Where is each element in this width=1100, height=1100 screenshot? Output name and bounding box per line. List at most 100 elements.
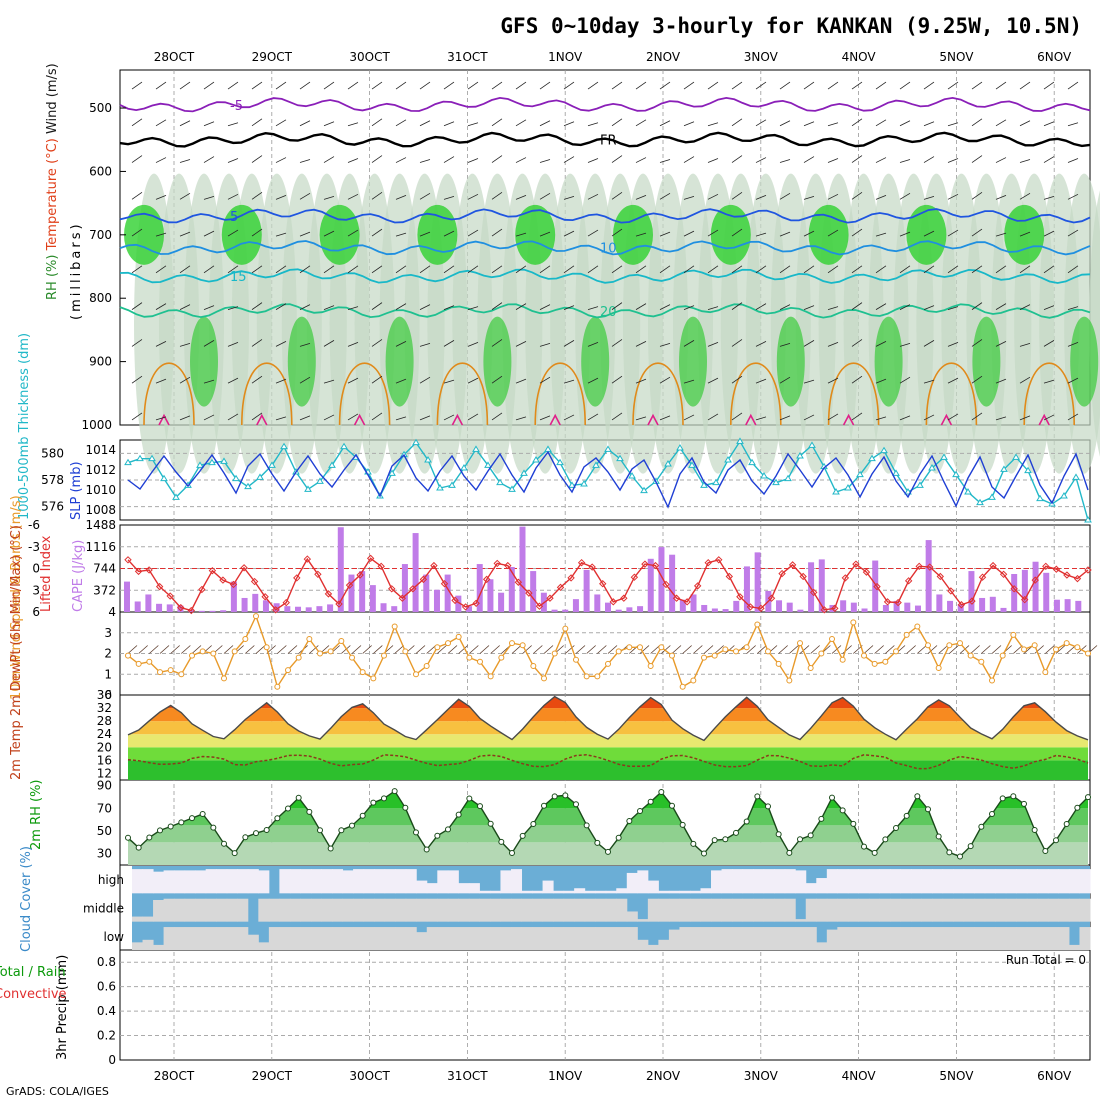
wind-barb bbox=[131, 81, 143, 90]
thickness-line-point bbox=[448, 481, 456, 488]
wind-barb bbox=[251, 81, 263, 90]
wind-barb bbox=[127, 645, 138, 654]
x-tick-top: 30OCT bbox=[349, 50, 390, 64]
wind-barb bbox=[539, 159, 551, 163]
thickness-line-point bbox=[532, 456, 540, 463]
rh-line-point bbox=[786, 849, 793, 856]
wind-barb bbox=[803, 156, 815, 163]
wind-barb bbox=[563, 230, 575, 237]
lifted-index-line-point bbox=[145, 566, 153, 574]
rh-line-point bbox=[690, 840, 697, 847]
wind-panel: 0 1 2 3 10m Wind Speed & Barbs (m/s) bbox=[9, 495, 1098, 702]
x-tick-bottom: 28OCT bbox=[154, 1069, 195, 1083]
lifted-index-line-point bbox=[440, 580, 449, 588]
y-tick: 900 bbox=[89, 355, 112, 369]
wind-barb bbox=[635, 265, 647, 274]
wind-barb bbox=[323, 305, 335, 310]
wind-barb bbox=[703, 645, 714, 654]
wind-barb bbox=[155, 119, 167, 127]
wind-barb bbox=[851, 118, 863, 127]
wind-barb bbox=[275, 341, 287, 347]
lifted-index-line-point bbox=[345, 581, 354, 589]
thickness-line-point bbox=[1072, 473, 1080, 480]
cloud-cell bbox=[995, 869, 1007, 894]
cape-bar bbox=[220, 610, 227, 612]
thickness-line-point bbox=[1000, 465, 1008, 472]
thickness-line-point bbox=[616, 454, 624, 462]
y-tick: 24 bbox=[97, 727, 112, 741]
lifted-index-line-point bbox=[451, 596, 459, 605]
rh-line-point bbox=[519, 832, 526, 839]
rh-line-point bbox=[146, 834, 153, 841]
wind-barb bbox=[587, 122, 599, 127]
wind-barb bbox=[515, 416, 527, 421]
rh-line-point bbox=[391, 788, 398, 795]
x-tick-bottom: 29OCT bbox=[252, 1069, 293, 1083]
wind-barb bbox=[923, 156, 935, 163]
thickness-line-point bbox=[472, 445, 480, 452]
wind-barb bbox=[515, 265, 527, 274]
wind-barb bbox=[179, 265, 191, 274]
wind-speed-line-point bbox=[285, 667, 291, 674]
cloud-cell bbox=[258, 942, 270, 950]
lifted-index-line-point bbox=[767, 594, 776, 602]
wind-barb bbox=[683, 265, 695, 274]
thickness-line-point bbox=[988, 493, 996, 500]
wind-barb bbox=[299, 343, 311, 347]
cloud-cell bbox=[521, 898, 533, 922]
cloud-row-label: low bbox=[104, 930, 125, 944]
cloud-cell bbox=[205, 927, 217, 950]
cape-bar bbox=[840, 600, 847, 612]
rh-line-point bbox=[903, 812, 910, 819]
wind-barb bbox=[639, 645, 650, 654]
wind-barb bbox=[467, 377, 479, 384]
lifted-index-line-point bbox=[177, 603, 185, 612]
wind-speed-line-point bbox=[391, 623, 398, 630]
wind-speed-line-point bbox=[1085, 650, 1091, 657]
wind-barb bbox=[755, 341, 767, 347]
cloud-cell bbox=[342, 870, 354, 894]
wind-barb bbox=[851, 81, 863, 90]
y-axis-label-li: Lifted Index bbox=[39, 535, 54, 612]
cloud-cell bbox=[816, 898, 828, 922]
y-tick: 800 bbox=[89, 291, 112, 305]
cloud-cell bbox=[195, 927, 207, 950]
wind-speed-line-point bbox=[178, 671, 185, 678]
cloud-cell bbox=[310, 869, 322, 894]
wind-barb bbox=[779, 81, 791, 90]
rh-line-point bbox=[594, 839, 601, 846]
thickness-line-point bbox=[688, 461, 696, 468]
cloud-cell bbox=[742, 869, 754, 894]
cape-bar bbox=[711, 608, 718, 612]
wind-barb bbox=[611, 118, 623, 127]
rh-moist-area bbox=[515, 204, 556, 265]
y-tick: 0.8 bbox=[97, 955, 116, 969]
isotherm-25 bbox=[436, 362, 489, 426]
rh-line-point bbox=[125, 834, 131, 841]
wind-speed-line-point bbox=[189, 652, 195, 659]
cloud-cell bbox=[310, 927, 322, 950]
cloud-cell bbox=[205, 898, 217, 922]
wind-barb bbox=[803, 81, 815, 90]
rh-line-point bbox=[477, 803, 483, 810]
isotherm-30 bbox=[158, 413, 170, 426]
lifted-index-line-point bbox=[324, 590, 333, 598]
cloud-cell bbox=[847, 927, 859, 950]
cape-bar bbox=[305, 607, 312, 612]
wind-barb bbox=[179, 304, 191, 310]
wind-barb bbox=[899, 231, 911, 237]
cloud-cell bbox=[689, 898, 701, 922]
rh-moist-area bbox=[483, 316, 512, 407]
wind-barb bbox=[539, 376, 551, 384]
wind-barb bbox=[275, 194, 287, 200]
rh-line-point bbox=[317, 827, 323, 834]
cloud-cell bbox=[921, 898, 933, 922]
wind-barb bbox=[707, 193, 719, 200]
cloud-cell bbox=[826, 929, 838, 950]
cloud-cell bbox=[658, 890, 670, 894]
cloud-cell bbox=[437, 927, 449, 950]
thickness-line-point bbox=[916, 481, 924, 488]
rh-line-point bbox=[221, 840, 227, 847]
wind-barb bbox=[587, 81, 599, 90]
cloud-cell bbox=[689, 890, 701, 894]
